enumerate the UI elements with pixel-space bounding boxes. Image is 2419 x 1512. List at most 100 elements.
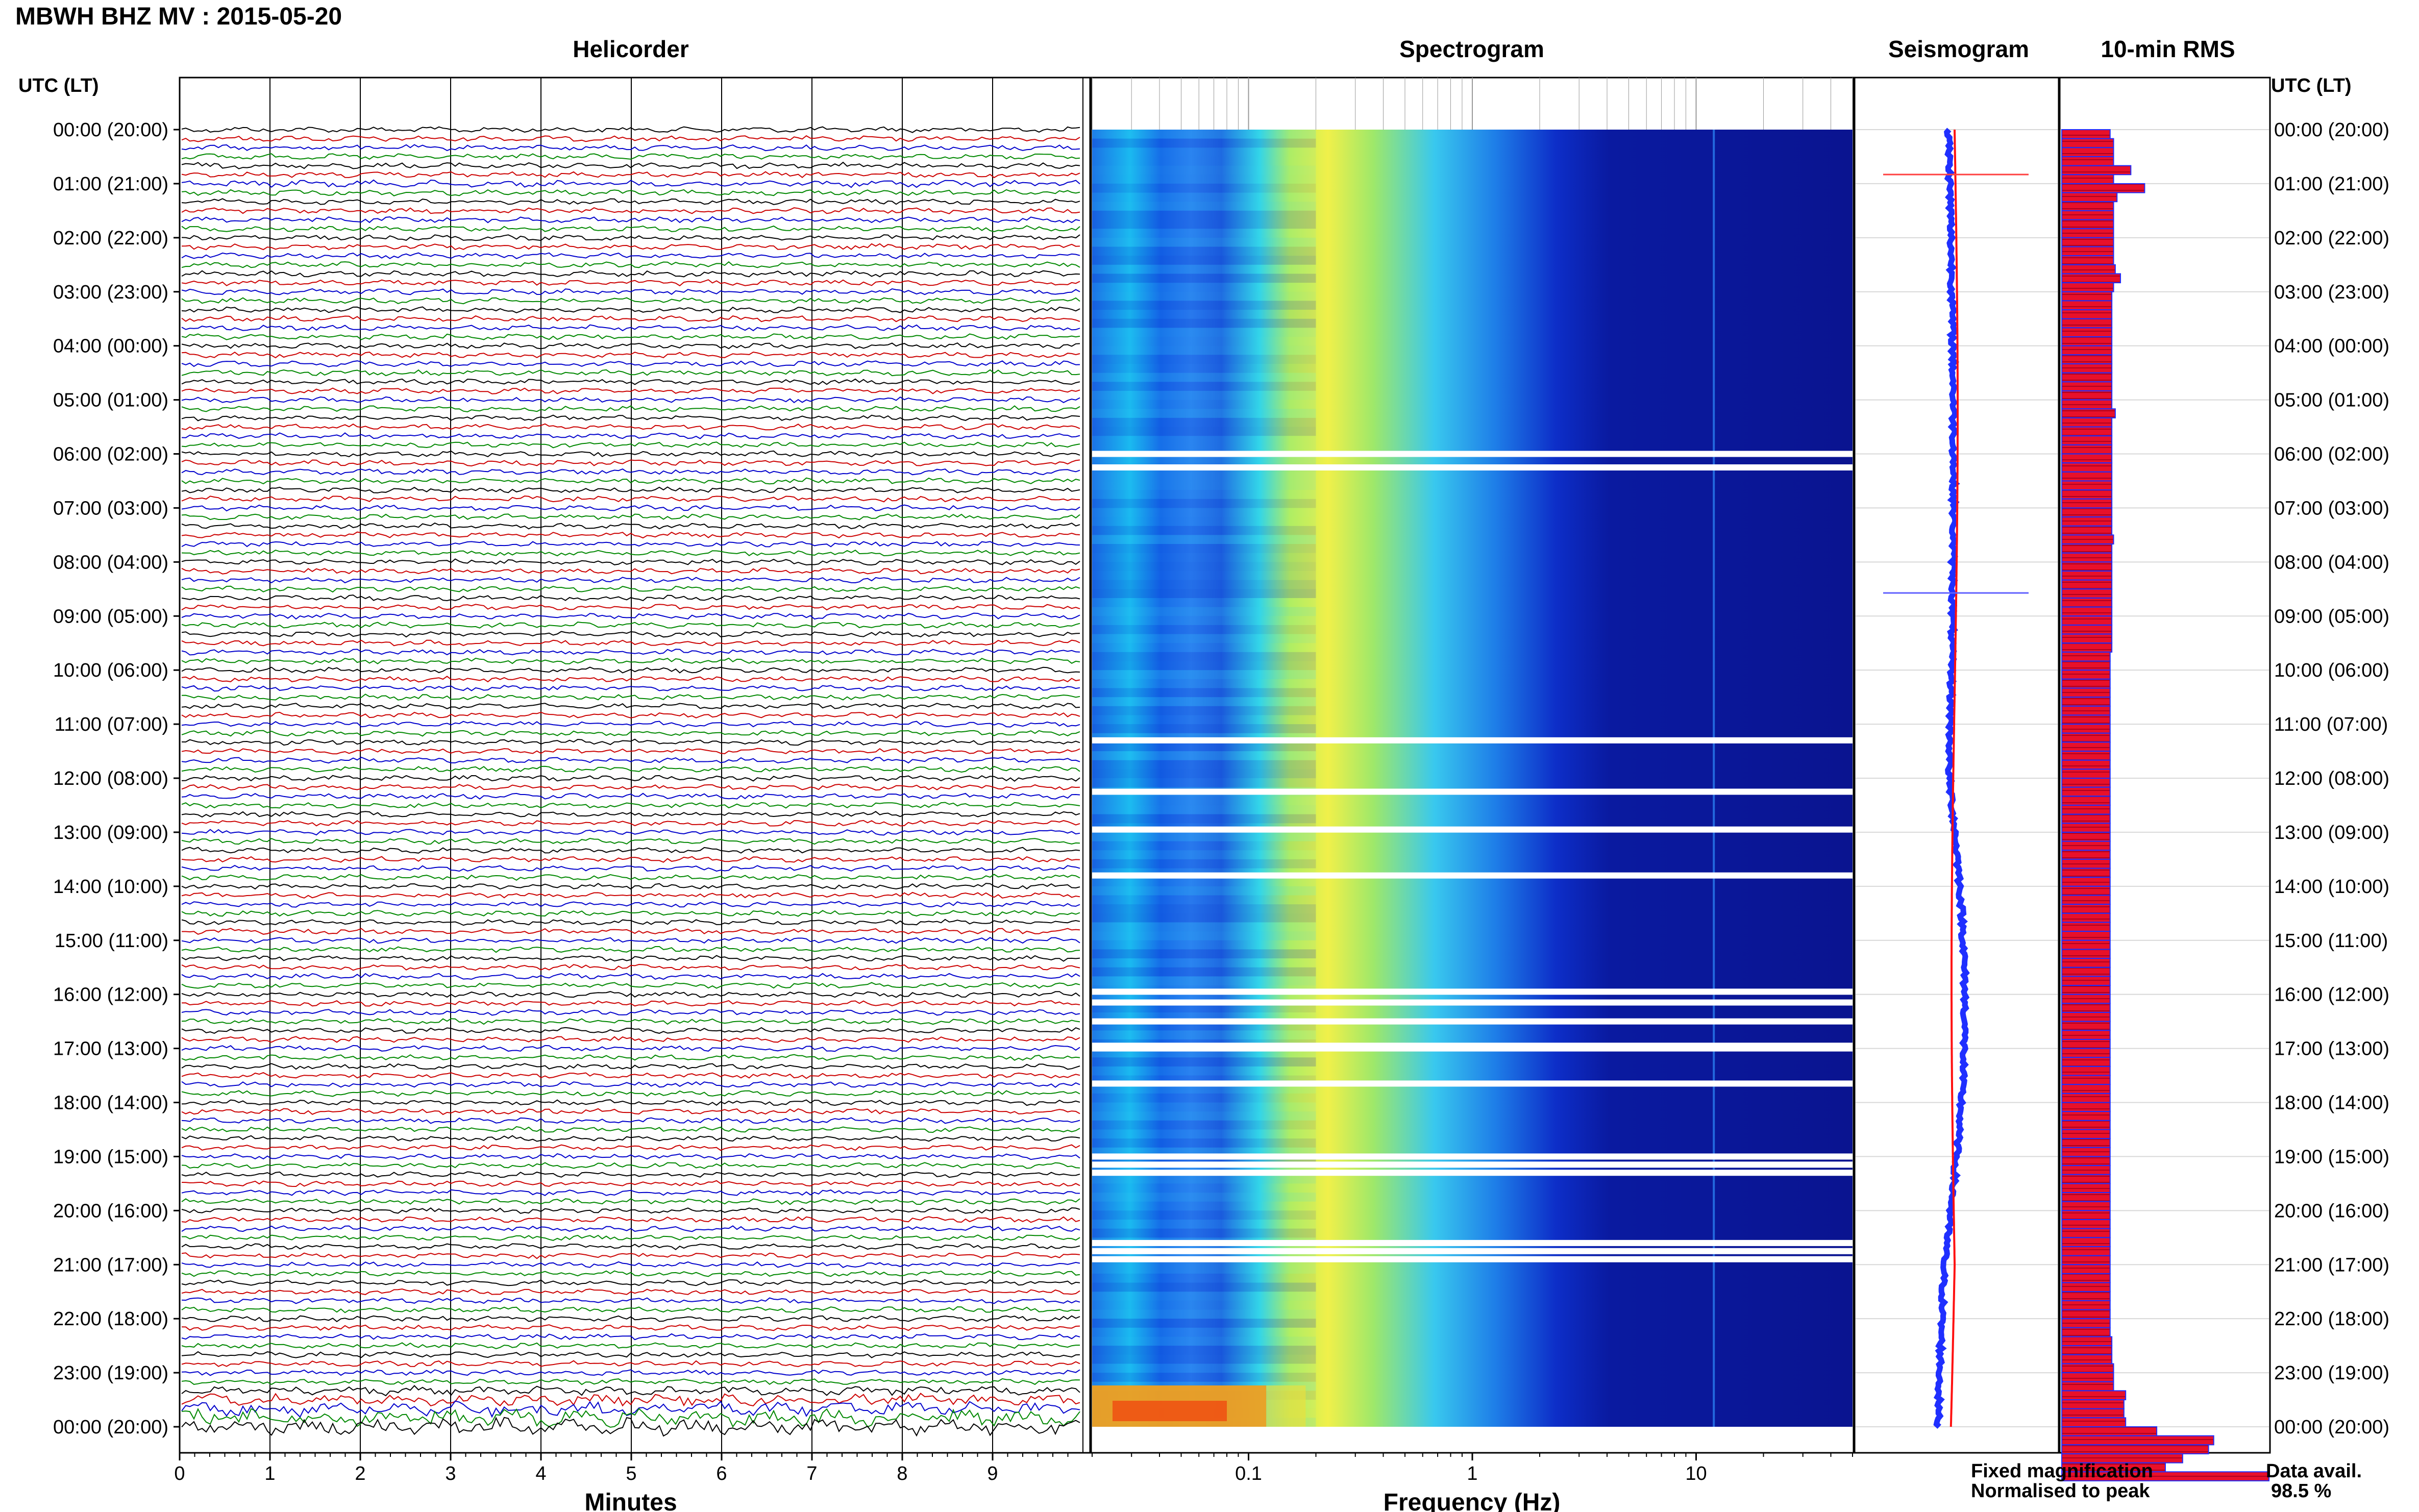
minute-tick-label-9: 9 <box>987 1463 998 1484</box>
time-label-left-18: 18:00 (14:00) <box>53 1093 168 1114</box>
spectrogram-row-band <box>1092 237 1316 247</box>
helicorder-trace <box>181 649 1080 656</box>
spectrogram-row-band <box>1092 571 1316 580</box>
helicorder-trace <box>181 1333 1080 1341</box>
rms-bar <box>2061 769 2111 779</box>
rms-bar <box>2061 840 2111 851</box>
helicorder-trace <box>181 1126 1080 1133</box>
panel-title-seismogram: Seismogram <box>1888 36 2029 62</box>
spectrogram-gap <box>1092 1018 1853 1025</box>
helicorder-trace <box>181 513 1080 520</box>
rms-bar <box>2061 327 2113 338</box>
helicorder-trace <box>181 1099 1080 1106</box>
spectrogram-panel: 0.1 1 10 Frequency (Hz) <box>1090 77 1855 1512</box>
helicorder-trace <box>181 1407 1080 1428</box>
spectrogram-row-band <box>1092 1346 1316 1355</box>
helicorder-trace <box>181 991 1080 998</box>
helicorder-trace <box>181 1081 1080 1088</box>
spectrogram-row-band <box>1092 355 1316 364</box>
helicorder-trace <box>181 802 1080 809</box>
helicorder-trace <box>181 1135 1080 1142</box>
rms-bar <box>2061 1399 2125 1409</box>
helicorder-trace <box>181 1393 1080 1407</box>
spectrogram-row-band <box>1092 931 1316 940</box>
time-label-right-23: 23:00 (19:00) <box>2274 1362 2389 1384</box>
time-label-left-17: 17:00 (13:00) <box>53 1038 168 1060</box>
rms-bar <box>2061 363 2113 374</box>
spectrogram-row-band <box>1092 417 1316 427</box>
spectrogram-gap <box>1092 988 1853 995</box>
rms-bar <box>2061 165 2132 176</box>
helicorder-trace <box>181 684 1080 692</box>
spectrogram-row-band <box>1092 436 1316 445</box>
spectrogram-row-band <box>1092 229 1316 238</box>
helicorder-trace <box>181 1225 1080 1232</box>
rms-bar <box>2061 561 2113 572</box>
spectrogram-row-band <box>1092 643 1316 652</box>
spectrogram-row-band <box>1092 553 1316 562</box>
time-label-right-11: 11:00 (07:00) <box>2274 714 2388 735</box>
helicorder-trace <box>181 504 1080 512</box>
helicorder-trace <box>181 1144 1080 1151</box>
helicorder-trace <box>181 730 1080 737</box>
time-label-left-13: 13:00 (09:00) <box>53 822 168 844</box>
rms-bar <box>2061 1237 2111 1247</box>
rms-bar <box>2061 1219 2111 1229</box>
spectrogram-row-band <box>1092 1111 1316 1121</box>
rms-bar <box>2061 1156 2111 1167</box>
rms-bar <box>2061 732 2111 743</box>
time-header-right: UTC (LT) <box>2271 75 2352 96</box>
panel-title-helicorder: Helicorder <box>573 36 689 62</box>
rms-bar <box>2061 633 2113 644</box>
helicorder-trace <box>181 243 1080 251</box>
rms-bar <box>2061 201 2114 211</box>
rms-bar <box>2061 778 2111 788</box>
helicorder-trace <box>181 387 1080 394</box>
rms-bar <box>2061 597 2113 608</box>
time-label-right-18: 18:00 (14:00) <box>2274 1093 2389 1114</box>
time-label-left-2: 02:00 (22:00) <box>53 228 168 249</box>
spectrogram-row-band <box>1092 724 1316 733</box>
time-label-right-24: 00:00 (20:00) <box>2274 1417 2389 1438</box>
rms-bar <box>2061 435 2113 445</box>
spectrogram-row-band <box>1092 1183 1316 1193</box>
helicorder-trace <box>181 153 1080 160</box>
helicorder-trace <box>181 919 1080 926</box>
spectrogram-row-band <box>1092 1354 1316 1364</box>
helicorder-trace <box>181 792 1080 800</box>
helicorder-trace <box>181 207 1080 214</box>
helicorder-trace <box>181 1090 1080 1097</box>
rms-bar <box>2061 796 2111 806</box>
rms-bar <box>2061 417 2113 428</box>
time-label-left-7: 07:00 (03:00) <box>53 498 168 519</box>
spectrogram-row-band <box>1092 1336 1316 1346</box>
helicorder-trace <box>181 306 1080 313</box>
spectrogram-row-band <box>1092 1120 1316 1130</box>
rms-bar <box>2061 183 2145 193</box>
time-label-left-22: 22:00 (18:00) <box>53 1308 168 1330</box>
spectrogram-row-band <box>1092 283 1316 292</box>
rms-bar <box>2061 174 2114 184</box>
spectrogram-row-band <box>1092 679 1316 688</box>
helicorder-trace <box>181 1027 1080 1034</box>
rms-bar <box>2061 1011 2111 1022</box>
spectrogram-row-band <box>1092 715 1316 725</box>
legend-fixed-magnification: Fixed magnification <box>1971 1460 2153 1482</box>
spectrogram-row-band <box>1092 1193 1316 1202</box>
rms-bar <box>2061 705 2111 716</box>
spectrogram-row-band <box>1092 625 1316 634</box>
rms-bar <box>2061 976 2111 986</box>
spectrogram-row-band <box>1092 562 1316 571</box>
spectrogram-row-band <box>1092 1319 1316 1328</box>
time-label-right-17: 17:00 (13:00) <box>2274 1038 2389 1060</box>
helicorder-trace <box>181 252 1080 259</box>
rms-bar <box>2061 904 2111 914</box>
time-label-right-21: 21:00 (17:00) <box>2274 1254 2389 1276</box>
helicorder-trace <box>181 1063 1080 1070</box>
spectrogram-row-band <box>1092 1282 1316 1292</box>
helicorder-trace <box>181 1351 1080 1358</box>
frequency-axis: 0.1 1 10 <box>1092 1453 1853 1484</box>
rms-bar <box>2061 1093 2111 1103</box>
helicorder-panel: 0 1 2 3 4 5 6 7 8 9 Minutes <box>174 77 1091 1512</box>
rms-bar <box>2061 1363 2114 1374</box>
